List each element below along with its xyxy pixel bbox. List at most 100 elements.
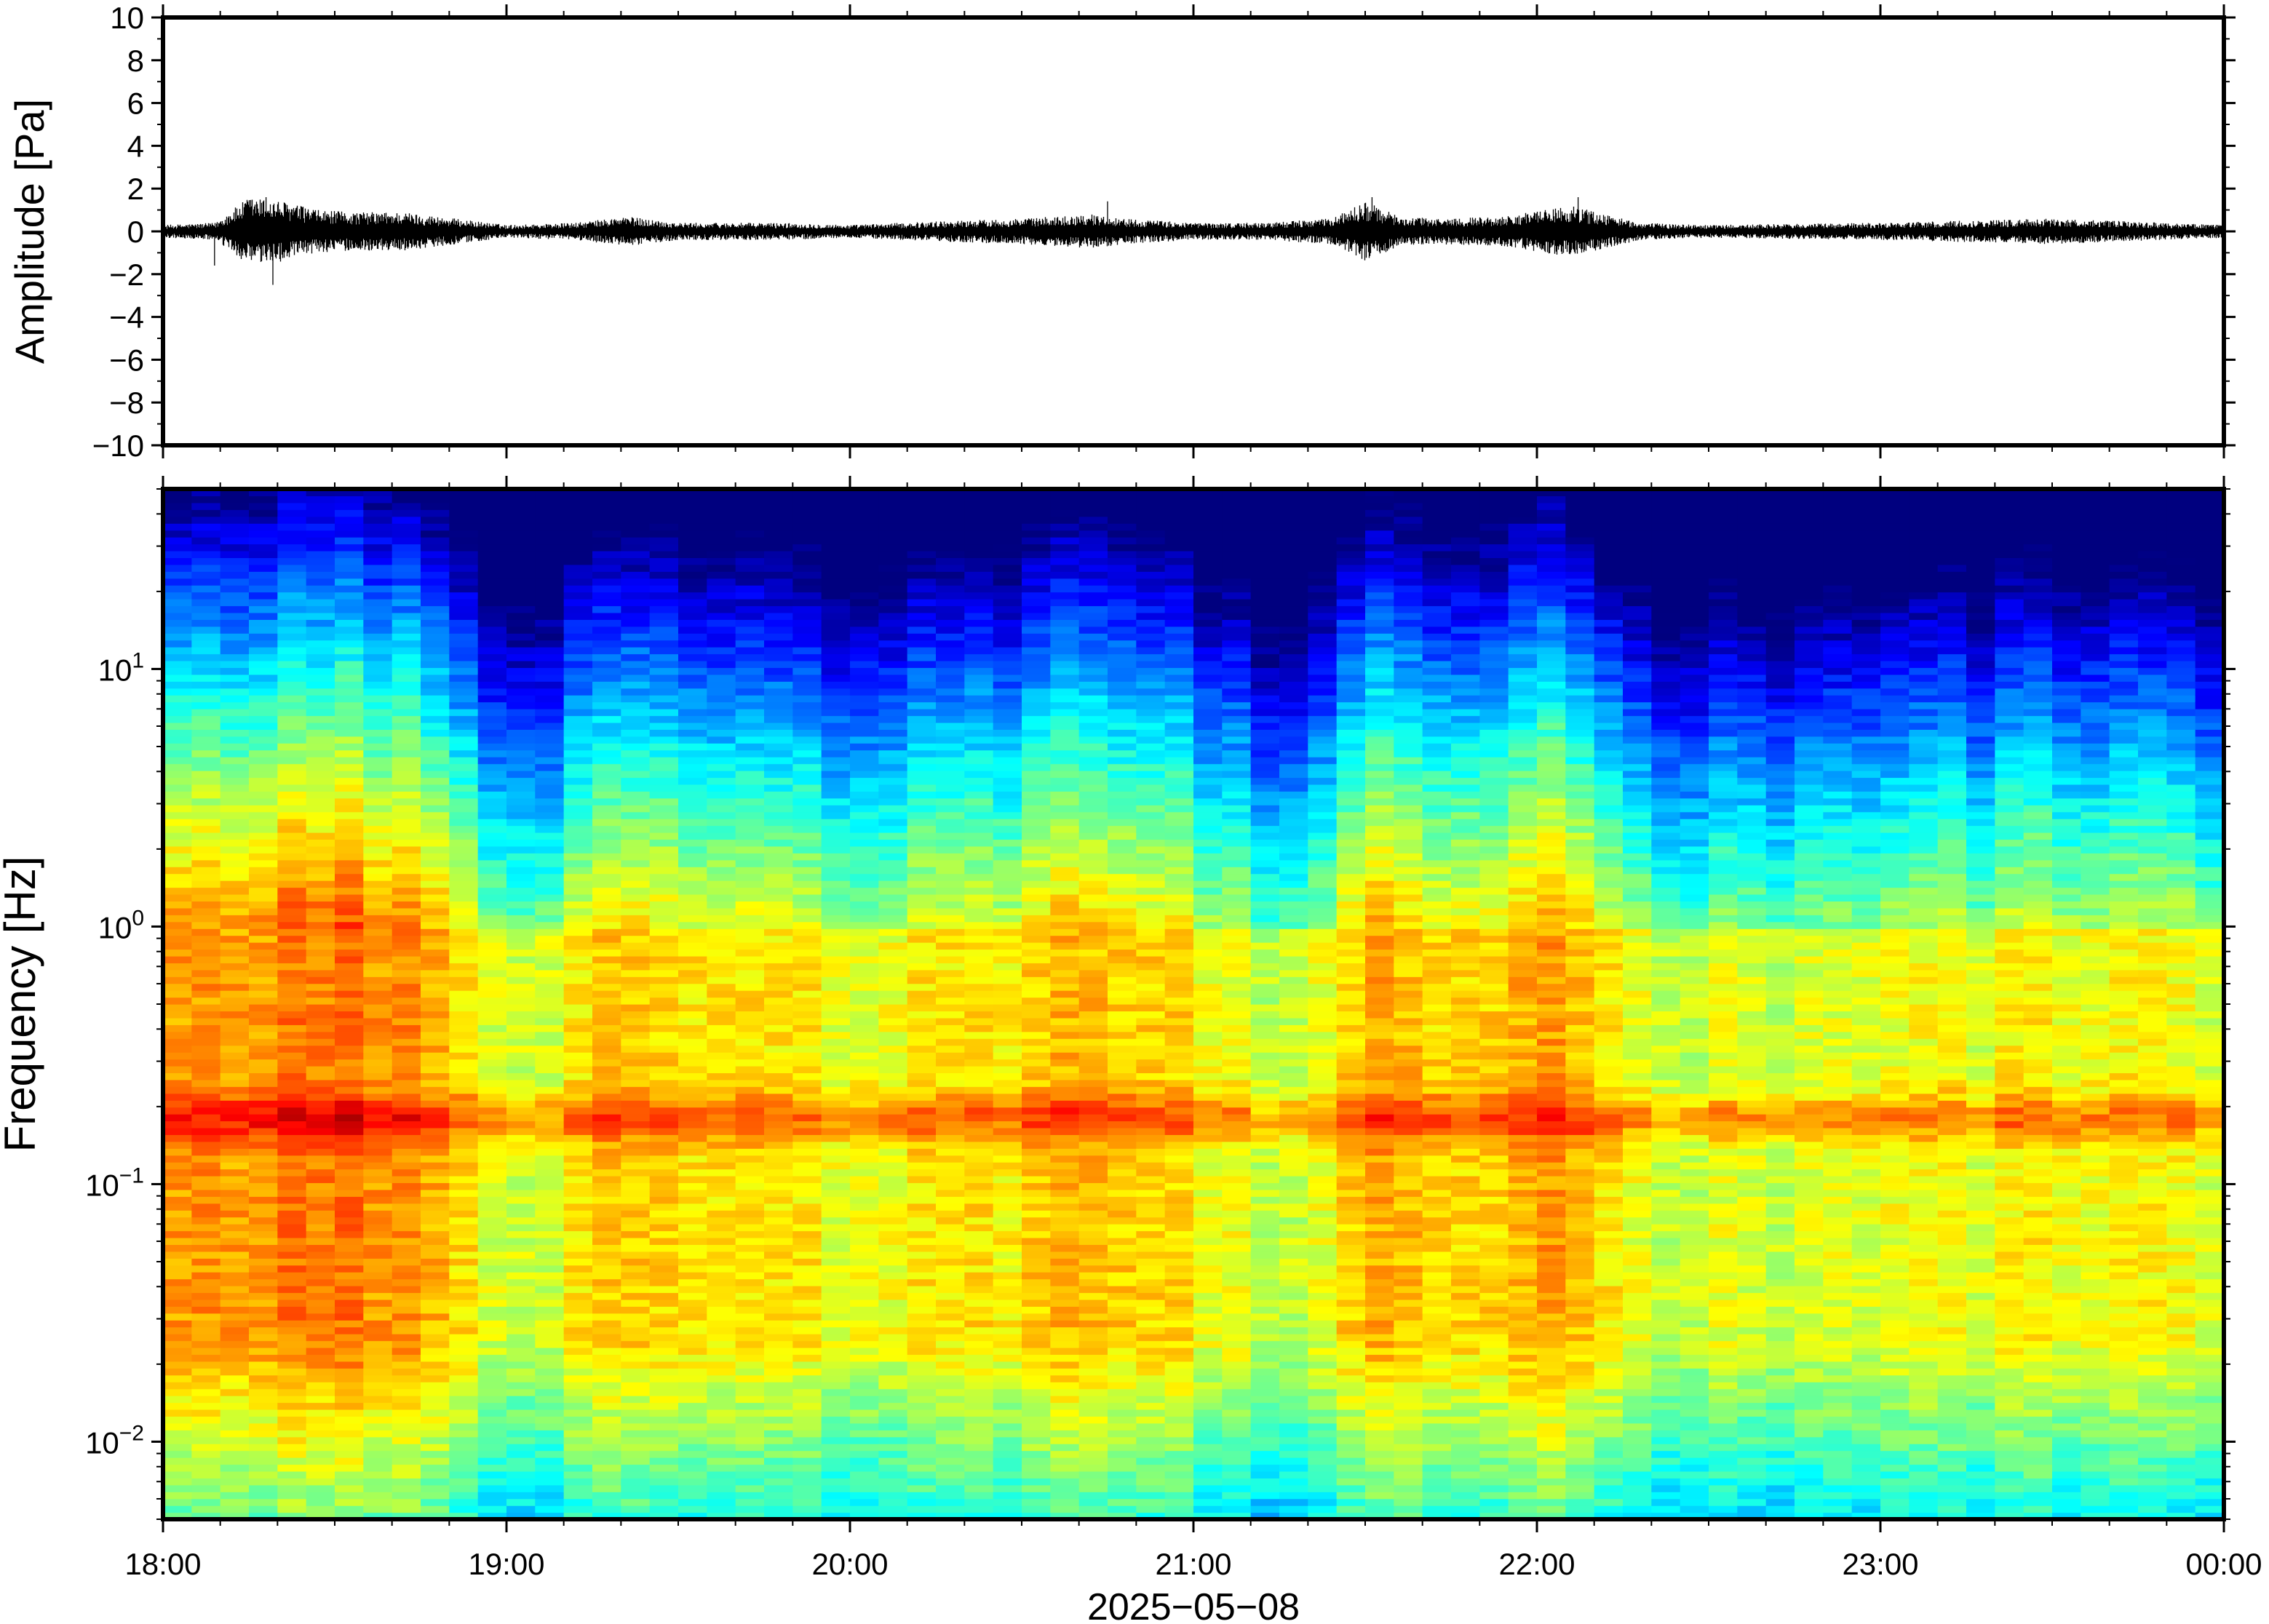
spectrogram-cell [277, 489, 307, 497]
spectrogram-cell [1050, 805, 1080, 813]
spectrogram-cell [649, 777, 679, 785]
spectrogram-cell [1078, 990, 1108, 998]
spectrogram-cell [249, 1217, 278, 1225]
spectrogram-cell [191, 832, 221, 840]
spectrogram-cell [993, 963, 1022, 971]
spectrogram-cell [936, 771, 965, 779]
spectrogram-cell [993, 1313, 1022, 1321]
spectrogram-cell [220, 681, 250, 689]
spectrogram-cell [993, 1148, 1022, 1156]
spectrogram-cell [735, 942, 765, 950]
spectrogram-cell [277, 1244, 307, 1252]
spectrogram-cell [563, 612, 593, 620]
spectrogram-cell [821, 1396, 851, 1404]
spectrogram-cell [649, 859, 679, 867]
spectrogram-cell [363, 661, 393, 669]
spectrogram-cell [220, 722, 250, 730]
spectrogram-cell [335, 1272, 364, 1280]
spectrogram-cell [335, 901, 364, 909]
spectrogram-cell [535, 907, 565, 915]
spectrogram-cell [821, 550, 851, 558]
spectrogram-cell [220, 921, 250, 929]
spectrogram-cell [335, 1382, 364, 1390]
spectrogram-cell [363, 1011, 393, 1019]
spectrogram-cell [449, 1189, 479, 1197]
spectrogram-cell [363, 1416, 393, 1424]
spectrogram-cell [220, 811, 250, 819]
spectrogram-cell [735, 1416, 765, 1424]
spectrogram-cell [163, 1416, 192, 1424]
spectrogram-cell [764, 729, 793, 737]
spectrogram-cell [306, 928, 335, 936]
spectrogram-cell [335, 1134, 364, 1142]
spectrogram-cell [220, 1196, 250, 1204]
spectrogram-cell [563, 1265, 593, 1273]
spectrogram-cell [392, 544, 421, 552]
spectrogram-cell [621, 832, 651, 840]
spectrogram-cell [878, 1444, 908, 1452]
spectrogram-cell [220, 1017, 250, 1025]
spectrogram-cell [335, 805, 364, 813]
spectrogram-cell [477, 647, 507, 655]
spectrogram-cell [792, 1498, 822, 1506]
spectrogram-cell [621, 1251, 651, 1259]
spectrogram-cell [792, 1512, 822, 1519]
spectrogram-cell [363, 935, 393, 943]
spectrogram-cell [392, 1492, 421, 1500]
spectrogram-cell [964, 653, 994, 661]
spectrogram-cell [936, 1326, 965, 1334]
spectrogram-cell [907, 1292, 937, 1300]
spectrogram-cell [191, 1086, 221, 1094]
spectrogram-cell [907, 626, 937, 634]
spectrogram-cell [678, 1334, 707, 1342]
spectrogram-cell [277, 797, 307, 805]
spectrogram-cell [1078, 1286, 1108, 1294]
spectrogram-cell [707, 647, 736, 655]
spectrogram-cell [449, 1045, 479, 1053]
spectrogram-cell [306, 688, 335, 696]
spectrogram-cell [907, 1052, 937, 1060]
spectrogram-cell [735, 1189, 765, 1197]
spectrogram-cell [191, 612, 221, 620]
spectrogram-cell [850, 1093, 879, 1101]
spectrogram-cell [764, 757, 793, 765]
spectrogram-cell [449, 688, 479, 696]
spectrogram-cell [563, 1320, 593, 1328]
spectrogram-cell [993, 626, 1022, 634]
spectrogram-cell [535, 1086, 565, 1094]
spectrogram-cell [735, 674, 765, 682]
spectrogram-cell [277, 653, 307, 661]
spectrogram-cell [592, 757, 621, 765]
spectrogram-cell [649, 667, 679, 675]
spectrogram-cell [277, 1011, 307, 1019]
spectrogram-cell [850, 839, 879, 847]
spectrogram-cell [850, 757, 879, 765]
spectrogram-cell [792, 585, 822, 593]
spectrogram-cell [993, 688, 1022, 696]
spectrogram-cell [707, 1024, 736, 1032]
spectrogram-cell [563, 489, 593, 497]
spectrogram-cell [392, 729, 421, 737]
spectrogram-cell [878, 839, 908, 847]
spectrogram-cell [792, 1272, 822, 1280]
spectrogram-cell [964, 1107, 994, 1115]
spectrogram-cell [1022, 1093, 1051, 1101]
spectrogram-cell [249, 1141, 278, 1149]
spectrogram-cell [592, 1017, 621, 1025]
spectrogram-cell [1050, 1361, 1080, 1369]
spectrogram-cell [1078, 1107, 1108, 1115]
spectrogram-cell [1022, 633, 1051, 641]
spectrogram-cell [878, 495, 908, 503]
spectrogram-cell [563, 599, 593, 607]
spectrogram-cell [735, 1217, 765, 1225]
spectrogram-cell [306, 853, 335, 861]
spectrogram-cell [163, 1100, 192, 1108]
spectrogram-cell [1050, 1374, 1080, 1382]
spectrogram-cell [993, 1169, 1022, 1177]
spectrogram-cell [964, 880, 994, 888]
spectrogram-cell [392, 1265, 421, 1273]
spectrogram-cell [907, 853, 937, 861]
spectrogram-cell [592, 880, 621, 888]
spectrogram-cell [764, 1244, 793, 1252]
spectrogram-cell [506, 832, 536, 840]
